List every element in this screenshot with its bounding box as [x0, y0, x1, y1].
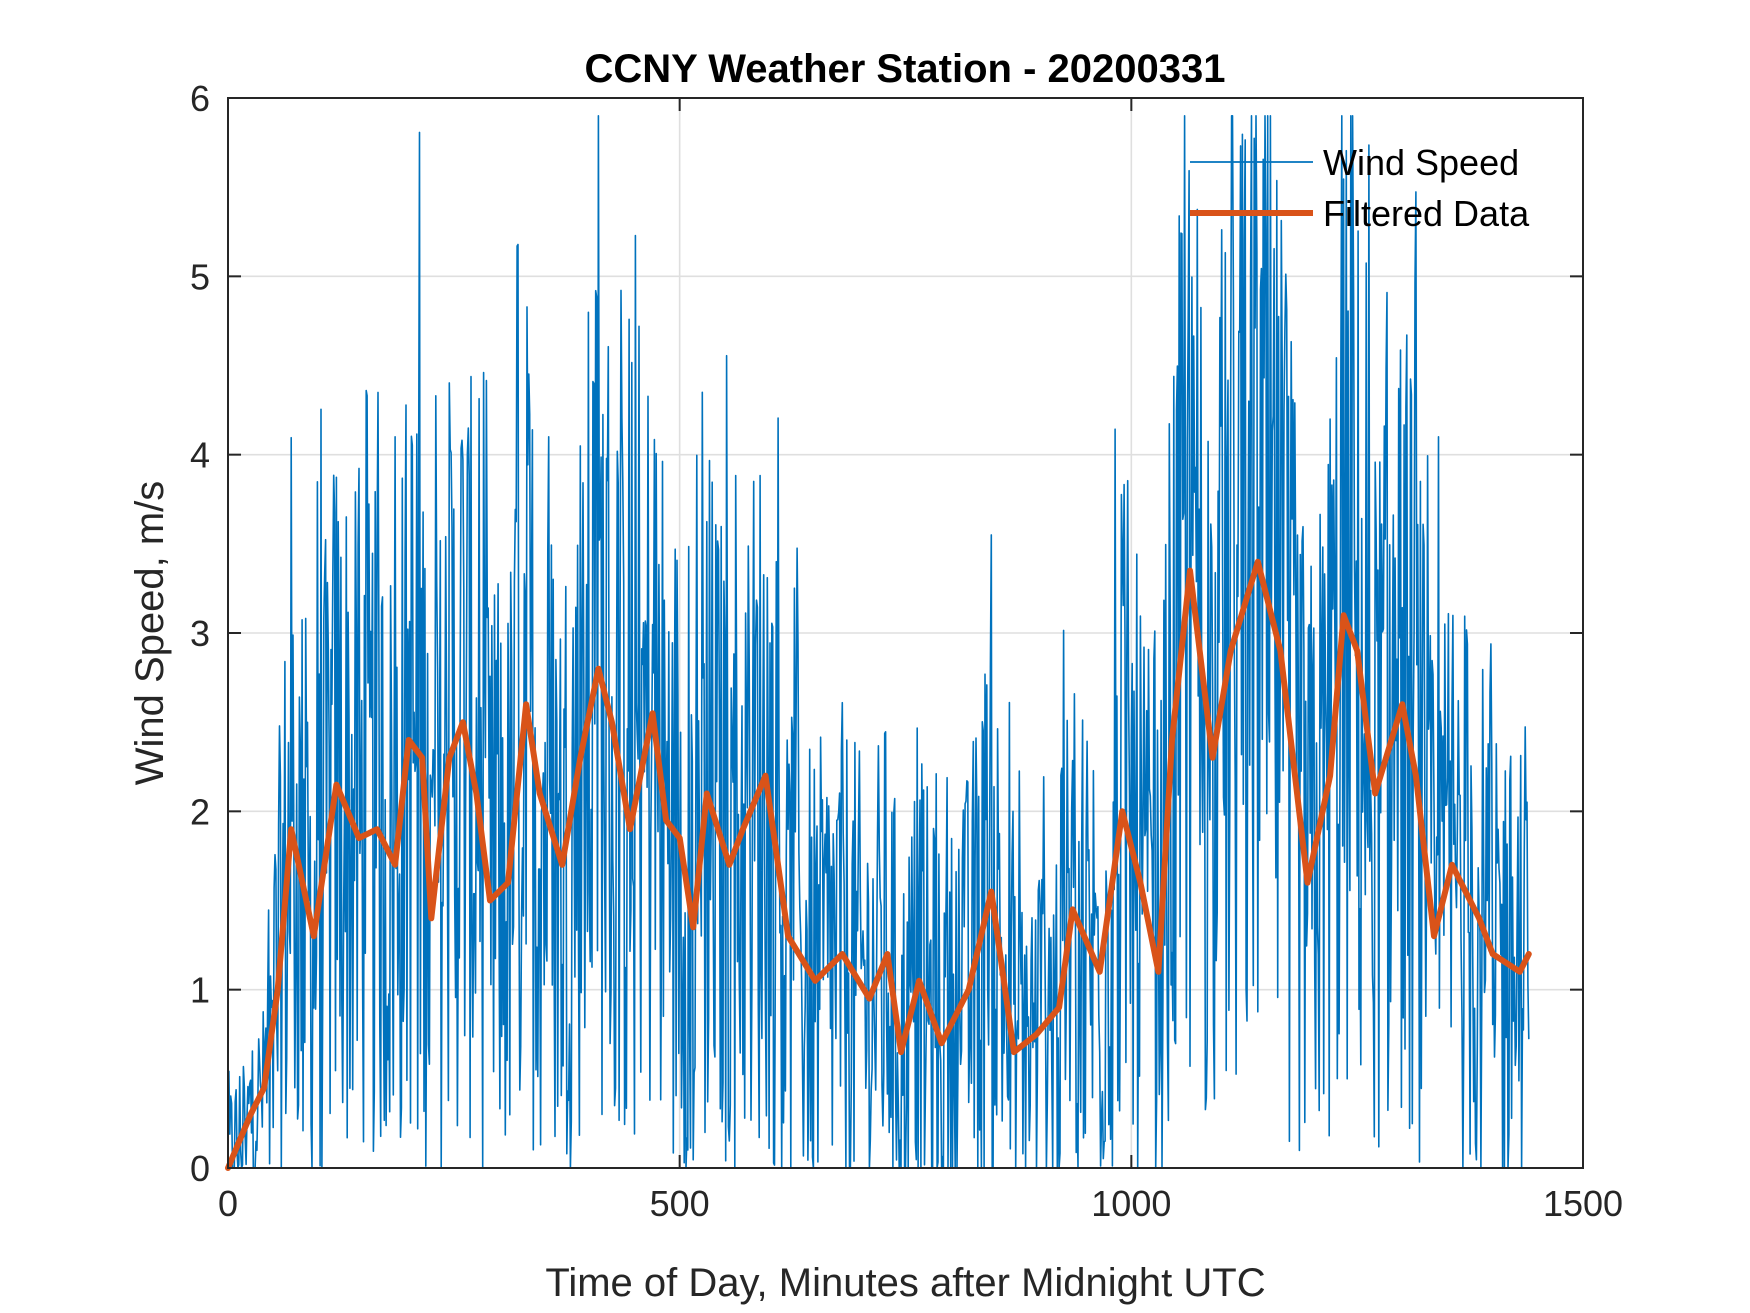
legend-label-filtered-data: Filtered Data [1323, 193, 1530, 234]
x-tick-label: 0 [218, 1183, 238, 1224]
y-tick-label: 4 [190, 435, 210, 476]
x-tick-label: 1000 [1091, 1183, 1171, 1224]
x-tick-label: 1500 [1543, 1183, 1623, 1224]
x-tick-labels: 0 500 1000 1500 [218, 1183, 1623, 1224]
chart-title: CCNY Weather Station - 20200331 [585, 47, 1226, 91]
legend-label-wind-speed: Wind Speed [1323, 142, 1519, 183]
y-tick-label: 3 [190, 613, 210, 654]
filtered-data-series [225, 558, 1532, 1171]
y-tick-label: 2 [190, 791, 210, 832]
y-axis-label: Wind Speed, m/s [128, 481, 172, 786]
x-tick-label: 500 [650, 1183, 710, 1224]
legend: Wind Speed Filtered Data [1190, 142, 1530, 234]
y-tick-label: 5 [190, 256, 210, 297]
y-tick-label: 1 [190, 970, 210, 1011]
y-tick-label: 0 [190, 1148, 210, 1189]
y-tick-labels: 0 1 2 3 4 5 6 [190, 78, 210, 1189]
x-axis-label: Time of Day, Minutes after Midnight UTC [545, 1261, 1265, 1305]
y-tick-label: 6 [190, 78, 210, 119]
ticks [227, 97, 1584, 1169]
filtered-data-line [225, 558, 1532, 1171]
